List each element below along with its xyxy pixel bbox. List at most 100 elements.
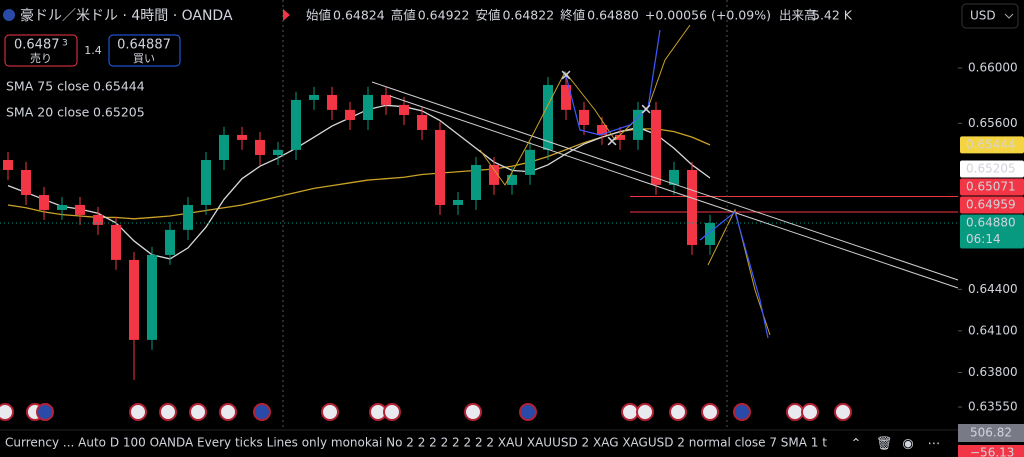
price-tag-label: 0.65444 <box>966 137 1016 151</box>
candle-body <box>579 109 589 125</box>
event-flag <box>0 403 14 421</box>
buy-price[interactable]: 0.64887 <box>117 38 171 53</box>
candle-body <box>129 259 139 340</box>
currency-select[interactable] <box>961 3 1019 29</box>
value-tag <box>958 424 1024 442</box>
ohlc-value: 0.64824 <box>333 8 385 23</box>
ohlc-value: 0.64922 <box>418 8 470 23</box>
y-tick-label: 0.63550 <box>968 400 1018 414</box>
event-flag <box>464 403 482 421</box>
event-flag <box>36 403 54 421</box>
projection <box>564 29 661 136</box>
sell-price[interactable]: 0.6487 <box>14 38 60 53</box>
sma-line <box>7 104 711 260</box>
indicator-value: 0.65444 <box>93 79 145 94</box>
value-tag <box>958 445 1024 457</box>
icon-bg <box>846 435 868 453</box>
event-flag <box>383 403 401 421</box>
candle-body <box>597 124 607 135</box>
candle-body <box>183 204 193 230</box>
event-flag <box>733 403 751 421</box>
candle-body <box>111 224 121 260</box>
event-flags <box>0 403 852 421</box>
event-flag <box>701 403 719 421</box>
ohlc-label: 安値 <box>475 8 500 23</box>
price-tag <box>960 136 1024 154</box>
currency[interactable]: USD <box>970 9 996 23</box>
event-flag <box>253 403 271 421</box>
candle-body <box>381 94 391 105</box>
candle-body <box>147 254 157 340</box>
symbol[interactable]: 豪ドル／米ドル · 4時間 · OANDA <box>20 8 233 24</box>
trend-line <box>389 95 959 289</box>
candle-body <box>237 134 247 140</box>
collapse-button[interactable]: ⌃ <box>851 437 862 452</box>
indicator-value: 0.65205 <box>93 105 145 120</box>
indicator-name[interactable]: SMA 75 close <box>6 79 90 94</box>
footer-value: 506.82 <box>970 426 1012 440</box>
price-tag-label: 0.65205 <box>966 161 1016 175</box>
buy-button[interactable] <box>108 34 181 67</box>
footer-bg <box>0 430 958 457</box>
ohlc-label: 始値 <box>306 8 331 23</box>
candle-body <box>165 229 175 255</box>
candle-body <box>633 109 643 140</box>
candle-body <box>453 199 463 205</box>
candle-body <box>21 169 31 196</box>
y-tick-label: 0.63800 <box>968 365 1018 379</box>
sell-button[interactable] <box>4 34 78 67</box>
plot <box>0 67 962 408</box>
spread: 1.4 <box>84 44 102 57</box>
event-flag <box>321 403 339 421</box>
event-flag <box>129 403 147 421</box>
candle-body <box>507 174 517 185</box>
candle-body <box>543 84 553 150</box>
event-flag <box>189 403 207 421</box>
candle-body <box>291 99 301 150</box>
price-tag <box>960 214 1024 249</box>
more-button[interactable]: ⋯ <box>928 437 941 452</box>
ohlc: 始値 0.64824 高値 0.64922 安値 0.64822 終値 0.64880 +0.0… <box>306 8 816 23</box>
sell-price-small[interactable]: 3 <box>62 39 68 49</box>
price-tag-label: 0.65071 <box>966 179 1016 193</box>
indicator-name[interactable]: SMA 20 close <box>6 105 90 120</box>
event-flag <box>621 403 639 421</box>
candle-body <box>399 104 409 116</box>
event-flag <box>636 403 654 421</box>
sell-label[interactable]: 売り <box>30 52 52 65</box>
buy-label[interactable]: 買い <box>133 52 155 65</box>
drawings: ✕ ✕ ✕ <box>282 0 959 428</box>
marker: ✕ <box>560 67 573 85</box>
price-tag <box>960 178 1024 196</box>
price-tag <box>960 160 1024 178</box>
candle-body <box>75 204 85 215</box>
event-flag <box>519 403 537 421</box>
candle-body <box>435 129 445 205</box>
delete-button[interactable]: 🗑 <box>876 436 893 452</box>
visibility-button[interactable]: ◉ <box>902 437 913 452</box>
candle-body <box>615 134 625 140</box>
ohlc-label: 高値 <box>391 8 416 23</box>
marker: ✕ <box>640 101 653 119</box>
flag-icon[interactable] <box>283 9 290 21</box>
y-tick-label: 0.64100 <box>968 323 1018 337</box>
candle-body <box>363 94 373 120</box>
candle-body <box>417 115 427 130</box>
marker: ✕ <box>606 133 619 151</box>
volume: 5.42 K <box>812 8 853 23</box>
candle-body <box>255 139 265 156</box>
change: +0.00056 (+0.09%) <box>645 8 771 23</box>
event-flag <box>159 403 177 421</box>
ohlc-value: 0.64822 <box>502 8 554 23</box>
event-flag <box>219 403 237 421</box>
candle-body <box>201 159 211 205</box>
candle-body <box>273 149 283 156</box>
trend-line <box>371 81 959 281</box>
event-flag <box>801 403 819 421</box>
candle-body <box>651 109 661 185</box>
status-line: Currency ... Auto D 100 OANDA Every tick… <box>5 436 827 450</box>
price-tag <box>960 196 1024 214</box>
